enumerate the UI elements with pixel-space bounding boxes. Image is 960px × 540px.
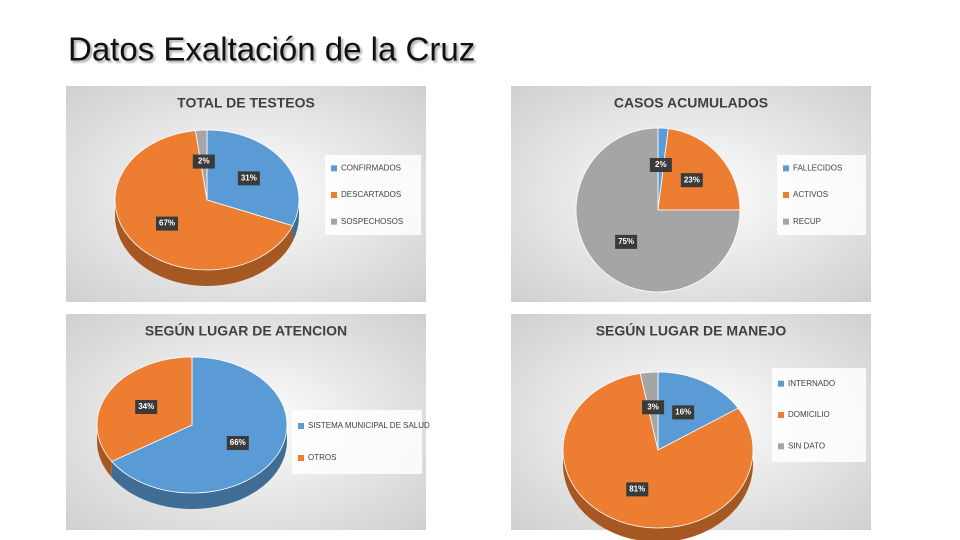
legend-label: SISTEMA MUNICIPAL DE SALUD [308,421,430,430]
legend-swatch [298,423,304,429]
chart-title: CASOS ACUMULADOS [614,95,768,111]
value-label-box [192,154,215,169]
value-label: 2% [198,157,210,166]
legend-swatch [778,443,784,450]
value-label: 16% [675,408,691,417]
chart: TOTAL DE TESTEOS 31% 67% 2% CONFIRMADOS DESCA… [66,86,426,302]
value-label-box [237,171,260,186]
value-label-box [672,405,695,420]
value-label: 66% [230,438,246,447]
legend-label: DESCARTADOS [341,190,401,199]
chart-title: TOTAL DE TESTEOS [177,95,315,111]
chart: SEGÚN LUGAR DE ATENCION 66% 34% SISTEMA MUN… [66,314,430,530]
chart: CASOS ACUMULADOS 2% 23% 75% FALLECIDOS ACTIVO… [511,86,871,302]
slide-title: Datos Exaltación de la Cruz [68,31,475,68]
legend-swatch [783,192,789,198]
legend-swatch [778,380,784,387]
value-label: 23% [684,175,700,184]
legend-swatch [331,165,337,172]
value-label-box [135,399,158,414]
pie-slice [562,372,754,529]
value-label: 34% [138,402,154,411]
value-label-box [649,157,672,172]
legend-swatch [331,218,337,225]
legend-label: RECUP [793,217,821,226]
pie-slice [575,127,741,293]
value-label: 81% [629,484,645,493]
legend-swatch [331,192,337,198]
pie-slice [657,128,741,211]
legend-swatch [783,218,789,225]
value-label-box [156,216,179,231]
pie-side [292,200,299,242]
legend-label: SIN DATO [788,441,825,450]
legend-label: INTERNADO [788,379,835,388]
value-label-box [642,400,665,415]
value-label: 75% [618,237,634,246]
legend-label: DOMICILIO [788,410,830,419]
legend-box [772,368,866,462]
chart-title: SEGÚN LUGAR DE MANEJO [596,322,787,339]
value-label-box [680,173,703,188]
legend-swatch [298,455,304,461]
value-label-box [615,234,638,249]
value-label: 3% [647,402,659,411]
legend-swatch [783,165,789,172]
legend-box [777,155,866,235]
legend-label: ACTIVOS [793,190,828,199]
value-label: 2% [655,160,667,169]
legend-label: FALLECIDOS [793,163,842,172]
chart: SEGÚN LUGAR DE MANEJO 16% 81% 3% INTERNADO DO… [511,314,871,540]
value-label: 67% [159,219,175,228]
legend-box [325,155,421,235]
pie-side [97,425,112,478]
value-label-box [626,482,649,497]
legend-label: SOSPECHOSOS [341,217,403,226]
pie-slice [114,130,294,271]
legend-label: OTROS [308,453,336,462]
legend-label: CONFIRMADOS [341,163,401,172]
pie-slice [111,356,288,494]
legend-box [292,410,422,474]
pie-side [115,200,293,287]
pie-slice [657,371,739,451]
value-label: 31% [241,173,257,182]
chart-title: SEGÚN LUGAR DE ATENCION [145,322,347,339]
value-label-box [226,436,249,451]
legend-swatch [778,412,784,418]
